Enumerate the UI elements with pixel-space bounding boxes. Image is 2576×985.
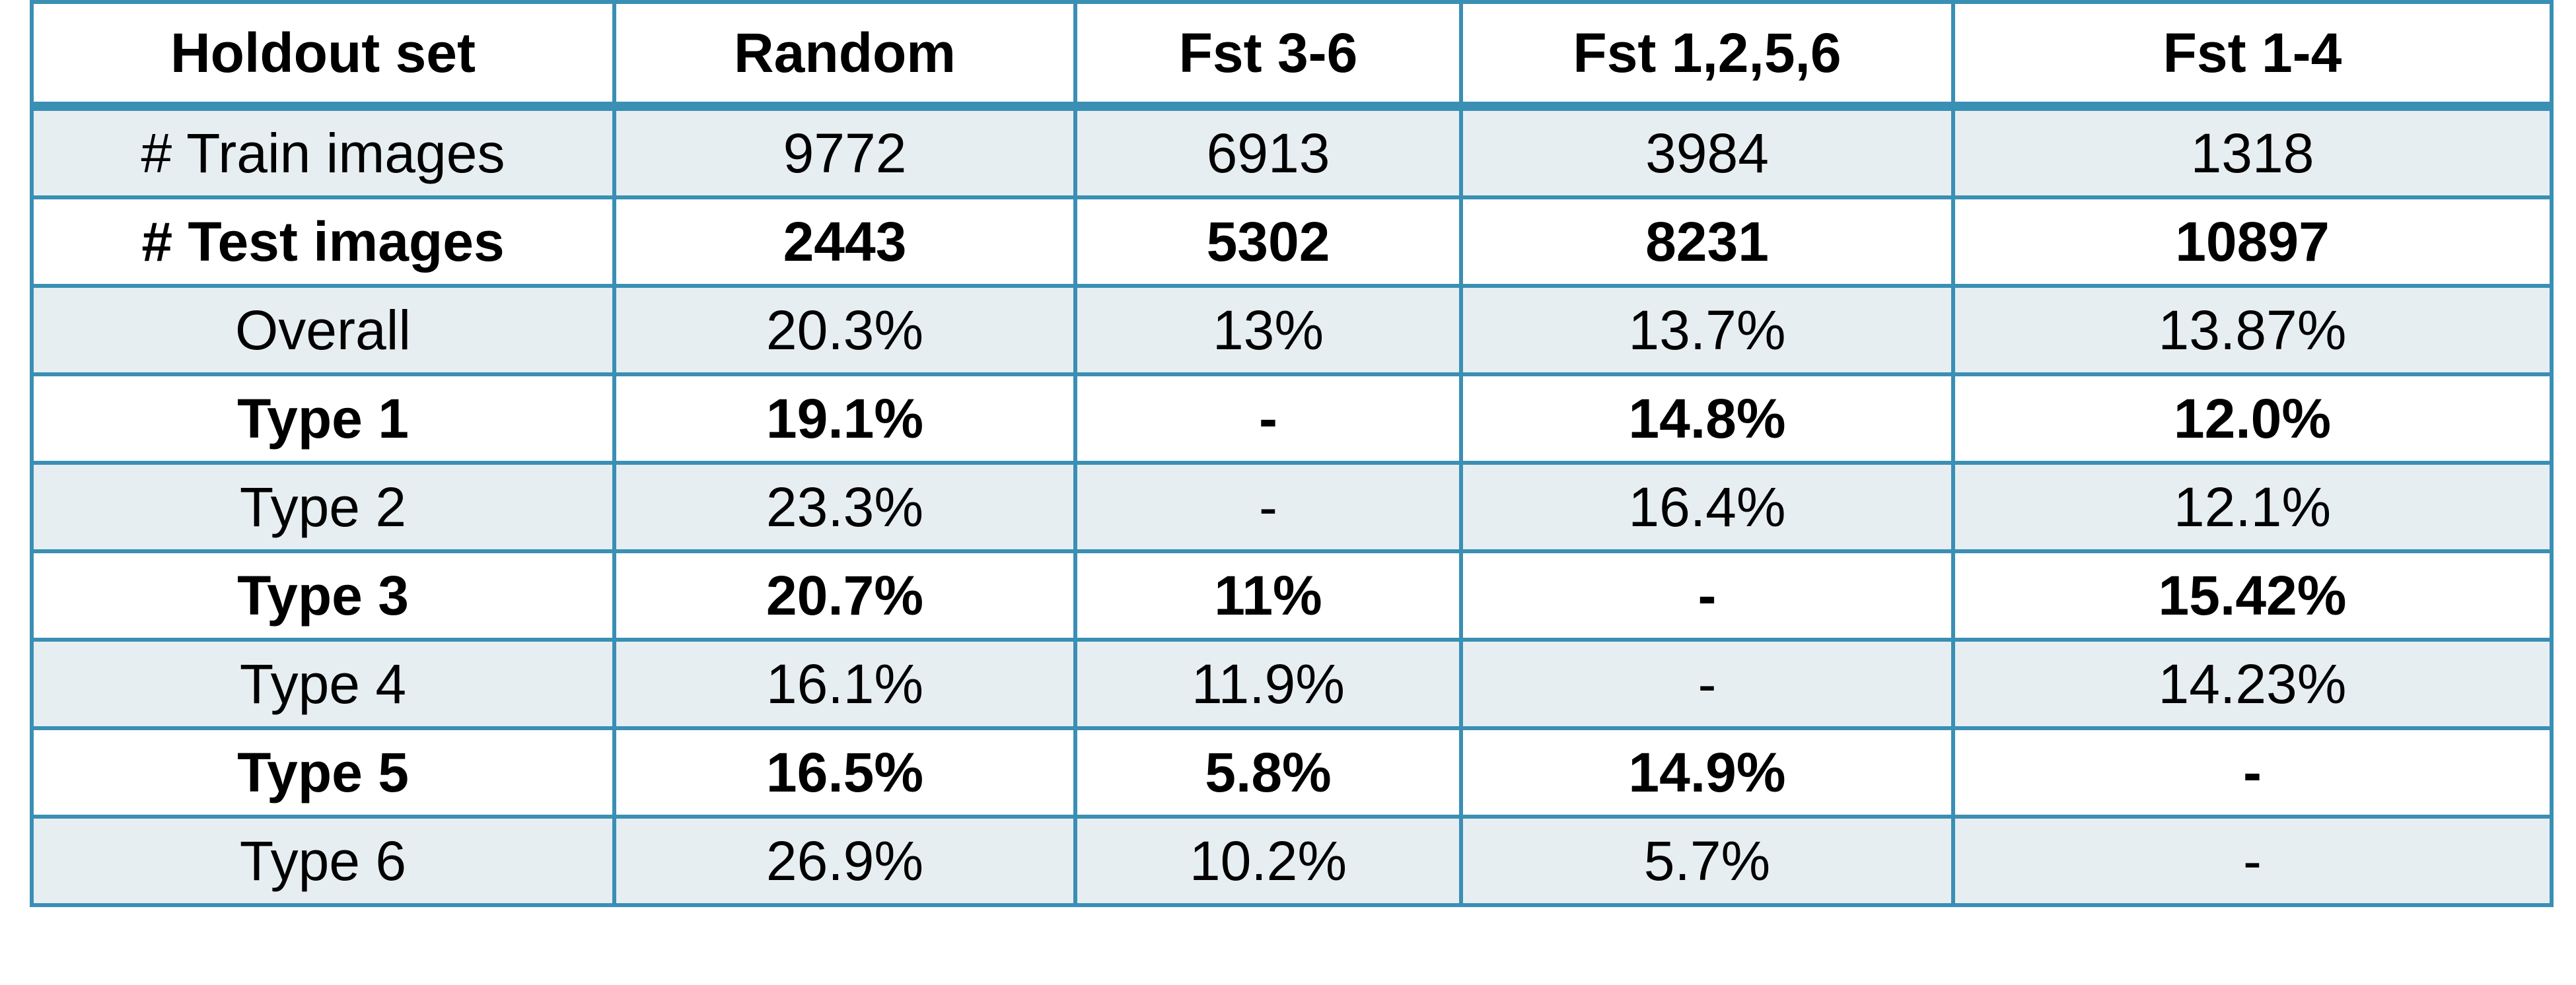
table-row-type-4: Type 4 16.1% 11.9% - 14.23% xyxy=(30,638,2554,730)
table-cell: 20.7% xyxy=(612,549,1077,642)
header-random: Random xyxy=(612,0,1077,111)
table-cell: 14.9% xyxy=(1459,726,1955,819)
row-label: Type 6 xyxy=(30,815,616,907)
table-row-type-1: Type 1 19.1% - 14.8% 12.0% xyxy=(30,372,2554,465)
table-cell: 16.1% xyxy=(612,638,1077,730)
header-fst-1-2-5-6: Fst 1,2,5,6 xyxy=(1459,0,1955,111)
table-cell: 13% xyxy=(1073,284,1463,376)
table-cell: 11% xyxy=(1073,549,1463,642)
table-cell: 10.2% xyxy=(1073,815,1463,907)
table-cell: 1318 xyxy=(1951,104,2554,199)
header-fst-1-4: Fst 1-4 xyxy=(1951,0,2554,111)
row-label: Type 1 xyxy=(30,372,616,465)
table-cell: 14.23% xyxy=(1951,638,2554,730)
table-cell: 15.42% xyxy=(1951,549,2554,642)
table-row-test-images: # Test images 2443 5302 8231 10897 xyxy=(30,195,2554,288)
results-table-container: Holdout set Random Fst 3-6 Fst 1,2,5,6 F… xyxy=(30,0,2554,907)
table-cell: - xyxy=(1951,815,2554,907)
row-label: Type 5 xyxy=(30,726,616,819)
row-label: Type 2 xyxy=(30,461,616,553)
table-cell: 13.87% xyxy=(1951,284,2554,376)
table-cell: 5.8% xyxy=(1073,726,1463,819)
table-cell: 13.7% xyxy=(1459,284,1955,376)
results-table: Holdout set Random Fst 3-6 Fst 1,2,5,6 F… xyxy=(30,0,2554,907)
table-cell: - xyxy=(1951,726,2554,819)
table-cell: - xyxy=(1073,461,1463,553)
row-label: # Test images xyxy=(30,195,616,288)
table-cell: 16.4% xyxy=(1459,461,1955,553)
table-cell: 12.0% xyxy=(1951,372,2554,465)
header-holdout-set: Holdout set xyxy=(30,0,616,111)
table-cell: 5.7% xyxy=(1459,815,1955,907)
table-cell: 6913 xyxy=(1073,104,1463,199)
table-cell: 16.5% xyxy=(612,726,1077,819)
row-label: Overall xyxy=(30,284,616,376)
table-cell: 26.9% xyxy=(612,815,1077,907)
table-cell: 5302 xyxy=(1073,195,1463,288)
table-row-type-2: Type 2 23.3% - 16.4% 12.1% xyxy=(30,461,2554,553)
row-label: # Train images xyxy=(30,104,616,199)
header-fst-3-6: Fst 3-6 xyxy=(1073,0,1463,111)
header-row: Holdout set Random Fst 3-6 Fst 1,2,5,6 F… xyxy=(30,0,2554,111)
row-label: Type 4 xyxy=(30,638,616,730)
table-row-type-5: Type 5 16.5% 5.8% 14.9% - xyxy=(30,726,2554,819)
table-cell: 14.8% xyxy=(1459,372,1955,465)
table-cell: 23.3% xyxy=(612,461,1077,553)
table-cell: 3984 xyxy=(1459,104,1955,199)
table-cell: 2443 xyxy=(612,195,1077,288)
table-cell: - xyxy=(1073,372,1463,465)
table-row-train-images: # Train images 9772 6913 3984 1318 xyxy=(30,104,2554,199)
table-cell: 20.3% xyxy=(612,284,1077,376)
table-row-type-6: Type 6 26.9% 10.2% 5.7% - xyxy=(30,815,2554,907)
row-label: Type 3 xyxy=(30,549,616,642)
table-row-overall: Overall 20.3% 13% 13.7% 13.87% xyxy=(30,284,2554,376)
table-cell: 8231 xyxy=(1459,195,1955,288)
table-cell: 19.1% xyxy=(612,372,1077,465)
table-cell: - xyxy=(1459,549,1955,642)
table-row-type-3: Type 3 20.7% 11% - 15.42% xyxy=(30,549,2554,642)
table-cell: 12.1% xyxy=(1951,461,2554,553)
table-cell: - xyxy=(1459,638,1955,730)
table-cell: 10897 xyxy=(1951,195,2554,288)
table-cell: 11.9% xyxy=(1073,638,1463,730)
table-cell: 9772 xyxy=(612,104,1077,199)
